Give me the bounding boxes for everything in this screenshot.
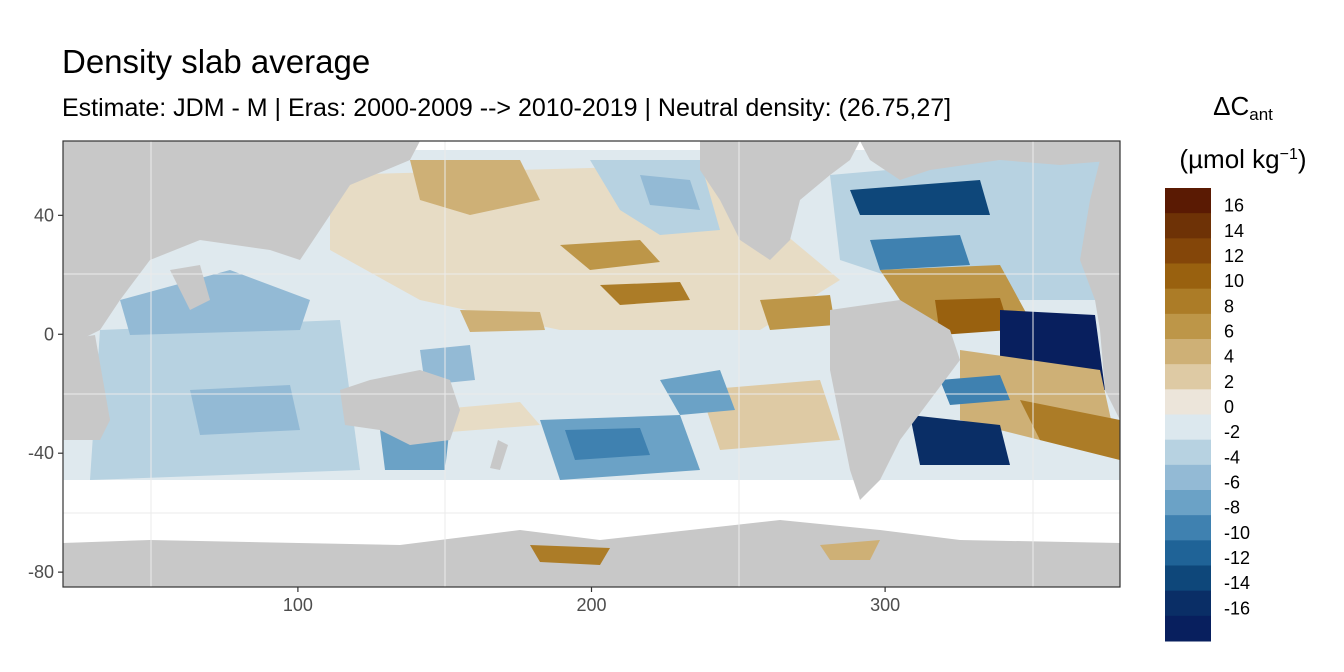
colorbar-swatch [1165,540,1211,566]
colorbar-swatch [1165,238,1211,264]
colorbar-swatch [1165,515,1211,541]
colorbar-swatch [1165,263,1211,290]
ocean-negative-patch [910,415,1010,465]
ocean-negative-patch [940,375,1010,405]
plot-title: Density slab average [62,43,371,80]
colorbar-label: 0 [1224,397,1234,417]
legend-title-units: (µmol kg−1) [1179,144,1307,174]
land-europe-africa [1080,160,1120,420]
ocean-anomaly-patch [410,160,540,215]
ocean-negative-patch [870,235,970,270]
land-south-america [830,300,960,500]
colorbar-label: 4 [1224,347,1234,367]
colorbar-label: -16 [1224,598,1250,618]
colorbar-label: 6 [1224,321,1234,341]
ocean-positive-patch [1020,400,1120,460]
gridlines [63,141,1120,587]
colorbar-label: -12 [1224,548,1250,568]
ocean-negative-patch [640,175,700,210]
ocean-negative-patch [120,270,310,335]
colorbar-swatch [1165,288,1211,315]
ocean-positive-patch [935,298,1010,335]
colorbar-swatch [1165,389,1211,415]
colorbar-swatch [1165,313,1211,340]
colorbar-label: 14 [1224,221,1244,241]
land-north-america [700,141,860,260]
colorbar-label: 16 [1224,196,1244,216]
land-eurasia [63,141,420,340]
ocean-positive-patch [820,540,880,560]
colorbar-swatch [1165,339,1211,365]
ocean-anomaly-patch [560,240,660,270]
colorbar-swatch [1165,213,1211,239]
y-tick-label: 40 [34,205,54,225]
map-panel [63,141,1120,587]
y-tick-label: -80 [28,562,54,582]
colorbar-label: -4 [1224,447,1240,467]
colorbar-swatch [1165,615,1211,642]
colorbar-label: -6 [1224,472,1240,492]
legend-title-variable: ΔCant [1213,91,1273,124]
colorbar-label: 2 [1224,372,1234,392]
x-tick-label: 300 [870,595,900,615]
ocean-negative-patch [660,370,735,415]
land-india [170,265,210,310]
colorbar-swatch [1165,439,1211,466]
x-tick-label: 100 [283,595,313,615]
plot-subtitle: Estimate: JDM - M | Eras: 2000-2009 --> … [62,94,952,122]
colorbar-label: 8 [1224,296,1234,316]
land-australia [340,370,460,445]
colorbar-label: 10 [1224,271,1244,291]
colorbar-label: -10 [1224,523,1250,543]
ocean-anomaly-patch [460,310,545,332]
land-africa [63,335,110,440]
colorbar: 16 14 12 10 8 6 4 2 0 -2 -4 -6 -8 -10 -12 -14 -16 [1165,188,1250,642]
colorbar-swatch [1165,464,1211,491]
ocean-negative-patch [850,180,990,215]
ocean-anomaly-patch [760,295,835,330]
x-tick-label: 200 [576,595,606,615]
colorbar-label: -8 [1224,498,1240,518]
y-tick-label: 0 [44,324,54,344]
land-greenland-arctic [860,141,1120,180]
colorbar-swatch [1165,414,1211,441]
colorbar-label: 12 [1224,246,1244,266]
ocean-negative-patch [565,428,650,460]
colorbar-label: -14 [1224,573,1250,593]
no-data-band [63,480,1120,530]
ocean-anomaly-patch [700,380,840,450]
legend-title: ΔCant (µmol kg−1) [1148,86,1338,179]
land-new-zealand [490,440,508,470]
colorbar-swatch [1165,188,1211,214]
colorbar-swatch [1165,490,1211,516]
colorbar-label: -2 [1224,422,1240,442]
ocean-negative-patch [190,385,300,435]
colorbar-swatch [1165,565,1211,592]
y-tick-label: -40 [28,443,54,463]
ocean-anomaly-patch [600,282,690,305]
ocean-positive-patch [530,545,610,565]
colorbar-swatch [1165,364,1211,390]
colorbar-swatch [1165,590,1211,617]
